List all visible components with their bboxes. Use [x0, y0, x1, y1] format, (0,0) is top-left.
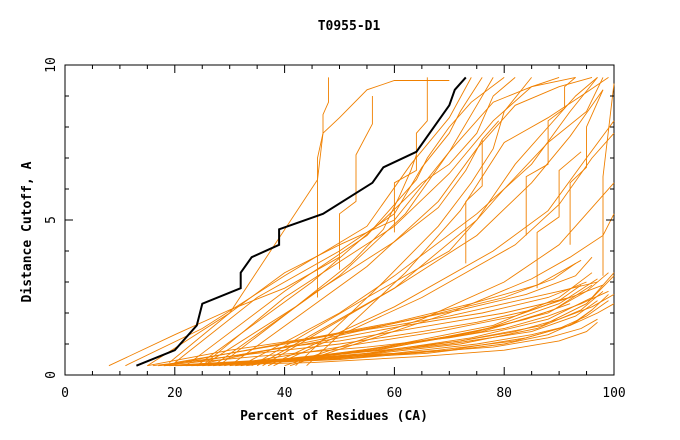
series-line-9	[212, 76, 576, 367]
series-line-11	[240, 77, 598, 367]
series-line-14	[267, 120, 615, 367]
series-line-31	[152, 284, 604, 367]
series-line-19	[295, 77, 532, 367]
series-line-53	[207, 263, 576, 364]
series-line-25	[525, 77, 576, 236]
series-line-18	[262, 77, 598, 367]
x-tick-label: 100	[602, 386, 625, 401]
chart-title: T0955-D1	[318, 19, 381, 34]
series-line-54	[158, 297, 571, 367]
y-tick-label: 0	[44, 371, 59, 379]
series-line-42	[207, 275, 615, 367]
series-line-36	[174, 321, 598, 367]
plot-area: 0 20 40 60 80 100 0 5 10	[44, 57, 626, 401]
series-line-5	[174, 77, 483, 363]
x-tick-label: 80	[496, 386, 512, 401]
series-line-20	[306, 77, 609, 367]
series-line-38	[185, 300, 609, 367]
x-tick-label: 0	[61, 386, 69, 401]
series-line-48	[174, 256, 593, 364]
background-series-group	[108, 76, 615, 367]
series-line-3	[317, 77, 329, 298]
x-tick-label: 60	[387, 386, 403, 401]
series-line-37	[180, 309, 593, 367]
series-line-15	[273, 132, 615, 367]
series-line-51	[224, 284, 582, 367]
y-tick-label: 10	[44, 57, 59, 73]
series-line-17	[289, 213, 615, 367]
series-line-26	[465, 120, 500, 264]
series-line-22	[207, 154, 417, 363]
series-line-24	[339, 96, 373, 270]
series-line-49	[180, 259, 582, 364]
series-line-4	[169, 77, 494, 363]
x-tick-label: 40	[277, 386, 293, 401]
series-line-1	[125, 77, 472, 367]
series-line-39	[191, 294, 609, 367]
y-axis-label: Distance Cutoff, A	[20, 161, 35, 302]
y-tick-label: 5	[44, 216, 59, 224]
highlight-series-line	[136, 76, 467, 367]
series-line-43	[213, 272, 615, 367]
series-line-2	[147, 80, 450, 367]
series-line-28	[569, 89, 604, 245]
series-line-29	[602, 83, 615, 276]
x-axis-label: Percent of Residues (CA)	[240, 409, 428, 424]
series-line-30	[147, 281, 598, 367]
series-line-27	[536, 151, 582, 289]
series-line-52	[246, 303, 571, 367]
series-line-13	[256, 89, 604, 367]
x-tick-label: 20	[167, 386, 183, 401]
series-line-6	[185, 77, 505, 367]
